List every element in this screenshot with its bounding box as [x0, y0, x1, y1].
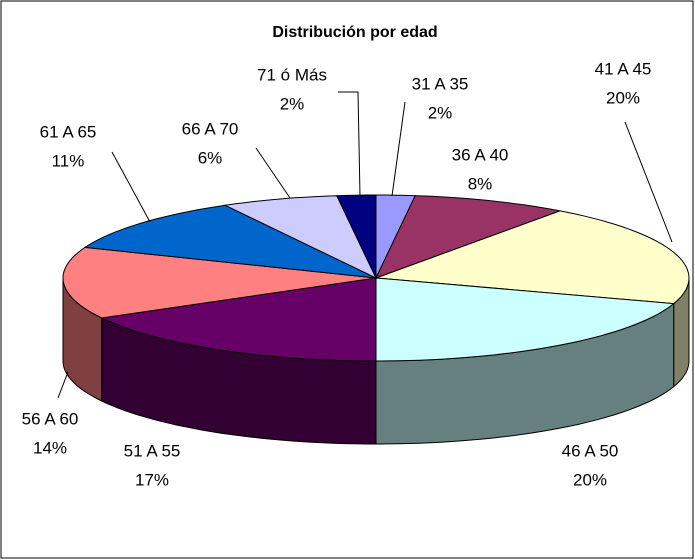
slice	[83, 204, 377, 279]
slice-label: 61 A 65	[40, 122, 97, 141]
leader-line	[338, 91, 361, 197]
slice-value-label: 8%	[468, 174, 493, 193]
slice	[336, 194, 377, 279]
slice-label: 36 A 40	[452, 145, 509, 164]
slice-label: 46 A 50	[562, 441, 619, 460]
slice-value-label: 2%	[428, 103, 453, 122]
slice-value-label: 6%	[198, 148, 223, 167]
leader-line	[57, 371, 69, 399]
slice-label: 41 A 45	[595, 59, 652, 78]
slice-value-label: 14%	[33, 438, 67, 457]
slice	[223, 195, 378, 280]
slice-label: 56 A 60	[22, 409, 79, 428]
slice-value-label: 11%	[52, 151, 85, 170]
slice-label: 31 A 35	[412, 74, 469, 93]
leader-line	[391, 101, 406, 197]
slice	[99, 277, 377, 362]
chart-title: Distribución por edad	[272, 24, 437, 41]
slice	[62, 246, 377, 319]
slice	[375, 195, 562, 279]
slice-label: 66 A 70	[182, 119, 239, 138]
slice-value-label: 20%	[573, 470, 607, 489]
slice-label: 51 A 55	[124, 441, 181, 460]
leader-line	[111, 151, 151, 223]
slice-value-label: 2%	[280, 94, 305, 113]
slice-label: 71 ó Más	[257, 65, 327, 84]
slice	[375, 277, 676, 362]
slice-value-label: 17%	[135, 470, 169, 489]
leader-line	[624, 121, 673, 243]
leader-line	[255, 147, 291, 199]
slice	[375, 210, 690, 305]
slice-value-label: 20%	[606, 88, 640, 107]
